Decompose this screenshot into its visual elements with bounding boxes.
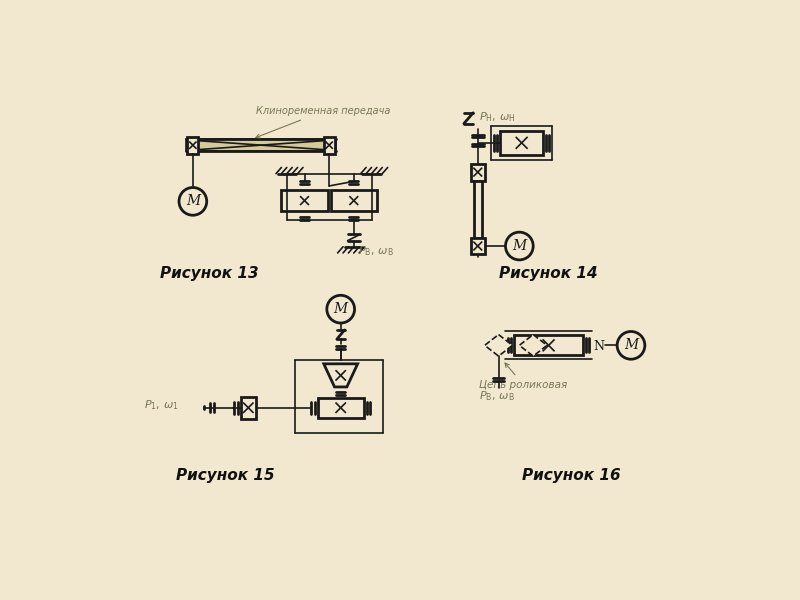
Bar (471, 238, 485, 254)
Polygon shape (519, 335, 547, 356)
Text: Рисунок 15: Рисунок 15 (176, 468, 274, 483)
Text: $P_{\mathsf{B}},\,\omega_{\mathsf{B}}$: $P_{\mathsf{B}},\,\omega_{\mathsf{B}}$ (479, 389, 515, 403)
Text: M: M (334, 302, 348, 316)
Bar (330, 190, 377, 211)
Text: $P_{1},\,\omega_{1}$: $P_{1},\,\omega_{1}$ (144, 398, 179, 412)
Bar (514, 335, 583, 355)
Bar (186, 139, 336, 151)
Text: M: M (186, 194, 200, 208)
Bar (471, 164, 485, 181)
Text: Рисунок 13: Рисунок 13 (161, 266, 259, 281)
Circle shape (179, 187, 206, 215)
Bar (282, 190, 328, 211)
Bar (324, 137, 334, 154)
Text: M: M (512, 239, 526, 253)
Bar (241, 397, 256, 419)
Bar (500, 131, 543, 155)
Text: $P_{\mathsf{H}},\,\omega_{\mathsf{H}}$: $P_{\mathsf{H}},\,\omega_{\mathsf{H}}$ (479, 110, 516, 124)
Text: $P_{\mathsf{B}},\,\omega_{\mathsf{B}}$: $P_{\mathsf{B}},\,\omega_{\mathsf{B}}$ (358, 244, 394, 258)
Polygon shape (485, 335, 513, 356)
Text: Цепь роликовая: Цепь роликовая (479, 363, 567, 390)
Circle shape (327, 295, 354, 323)
Circle shape (506, 232, 534, 260)
Bar (318, 398, 364, 418)
Text: Рисунок 14: Рисунок 14 (499, 266, 598, 281)
Text: Рисунок 16: Рисунок 16 (522, 468, 621, 483)
Bar (187, 137, 198, 154)
Text: M: M (624, 338, 638, 352)
Polygon shape (324, 364, 358, 387)
Text: Клиноременная передача: Клиноременная передача (256, 106, 390, 138)
Circle shape (617, 331, 645, 359)
Text: N: N (593, 340, 604, 353)
Bar (474, 181, 482, 238)
